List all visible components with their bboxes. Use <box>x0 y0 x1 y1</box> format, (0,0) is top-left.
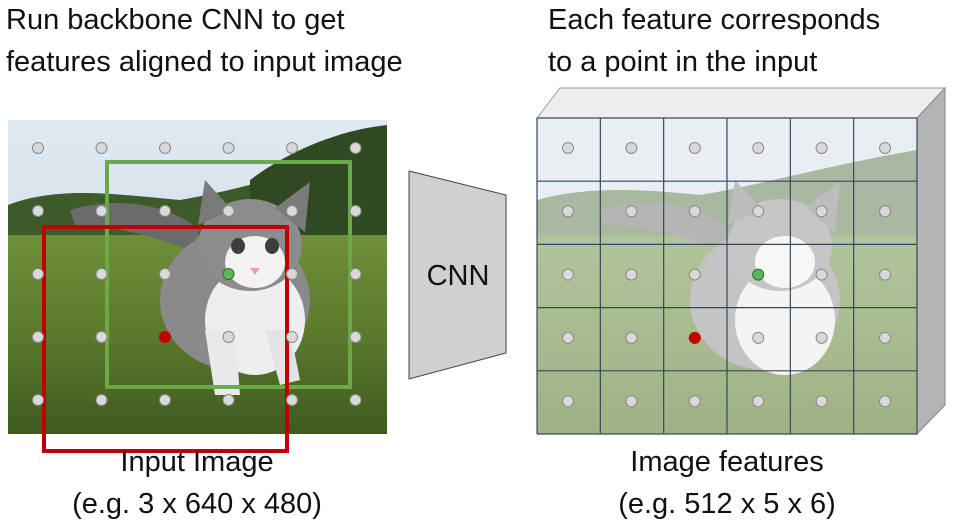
feature-dot <box>625 268 638 281</box>
features-caption-title: Image features <box>630 446 824 478</box>
input-dot <box>32 331 44 343</box>
input-dot <box>349 142 362 154</box>
input-caption-size: (e.g. 3 x 640 x 480) <box>72 488 322 520</box>
input-dot <box>349 394 362 406</box>
feature-dot <box>815 268 828 281</box>
cnn-label: CNN <box>427 260 490 292</box>
feature-dot <box>562 395 574 408</box>
feature-dot <box>688 142 701 154</box>
feature-dot <box>625 331 638 344</box>
feature-dot <box>562 205 574 218</box>
feature-dot <box>815 142 828 154</box>
feature-dot <box>879 142 891 154</box>
input-dot <box>286 394 298 406</box>
input-dot <box>32 268 44 280</box>
feature-dot <box>688 268 701 281</box>
input-dot <box>95 205 108 217</box>
feature-dot <box>879 395 891 408</box>
feature-dot-red <box>688 331 701 344</box>
input-dot <box>95 142 108 154</box>
input-dot <box>95 394 108 406</box>
input-dot <box>32 205 44 217</box>
left-heading-line1: Run backbone CNN to get <box>6 4 345 36</box>
input-dot <box>222 331 235 343</box>
input-dot <box>159 205 171 217</box>
feature-volume-side-face <box>916 86 946 436</box>
input-dot <box>286 142 298 154</box>
input-dot <box>349 331 362 343</box>
feature-dot <box>562 142 574 154</box>
left-heading-line2: features aligned to input image <box>6 46 403 78</box>
feature-dot <box>562 268 574 281</box>
feature-grid-lines <box>536 117 918 435</box>
input-dot <box>286 331 298 343</box>
input-dot <box>95 331 108 343</box>
feature-dot-grid <box>562 142 891 408</box>
feature-dot <box>688 205 701 218</box>
right-heading-line1: Each feature corresponds <box>548 4 881 36</box>
input-dot <box>159 142 171 154</box>
kitten-figure <box>70 180 310 395</box>
input-image <box>8 120 387 434</box>
input-dot <box>159 268 171 280</box>
feature-dot <box>625 142 638 154</box>
features-caption-size: (e.g. 512 x 5 x 6) <box>618 488 836 520</box>
feature-volume <box>535 86 947 436</box>
feature-dot <box>625 205 638 218</box>
feature-dot <box>815 395 828 408</box>
feature-dot <box>815 331 828 344</box>
input-dot <box>286 205 298 217</box>
input-dot-grid <box>32 142 362 406</box>
input-dot <box>32 394 44 406</box>
input-dot <box>95 268 108 280</box>
input-dot <box>349 205 362 217</box>
feature-dot <box>562 331 574 344</box>
input-dot <box>32 142 44 154</box>
input-dot <box>159 394 171 406</box>
input-dot-green <box>222 268 235 280</box>
feature-dot <box>879 268 891 281</box>
feature-dot <box>815 205 828 218</box>
feature-dot <box>879 205 891 218</box>
input-caption-title: Input Image <box>120 446 274 478</box>
feature-dot <box>879 331 891 344</box>
feature-dot <box>625 395 638 408</box>
input-dot <box>286 268 298 280</box>
feature-dot <box>752 395 765 408</box>
input-dot-red <box>159 331 171 343</box>
input-dot <box>222 142 235 154</box>
feature-dot <box>752 331 765 344</box>
feature-dot <box>752 205 765 218</box>
input-dot <box>222 205 235 217</box>
feature-dot <box>752 142 765 154</box>
right-heading-line2: to a point in the input <box>548 46 818 78</box>
feature-dot-green <box>752 268 765 281</box>
feature-volume-top-face <box>535 87 947 119</box>
cnn-block <box>408 170 507 380</box>
feature-dot <box>688 395 701 408</box>
input-dot <box>222 394 235 406</box>
input-dot <box>349 268 362 280</box>
